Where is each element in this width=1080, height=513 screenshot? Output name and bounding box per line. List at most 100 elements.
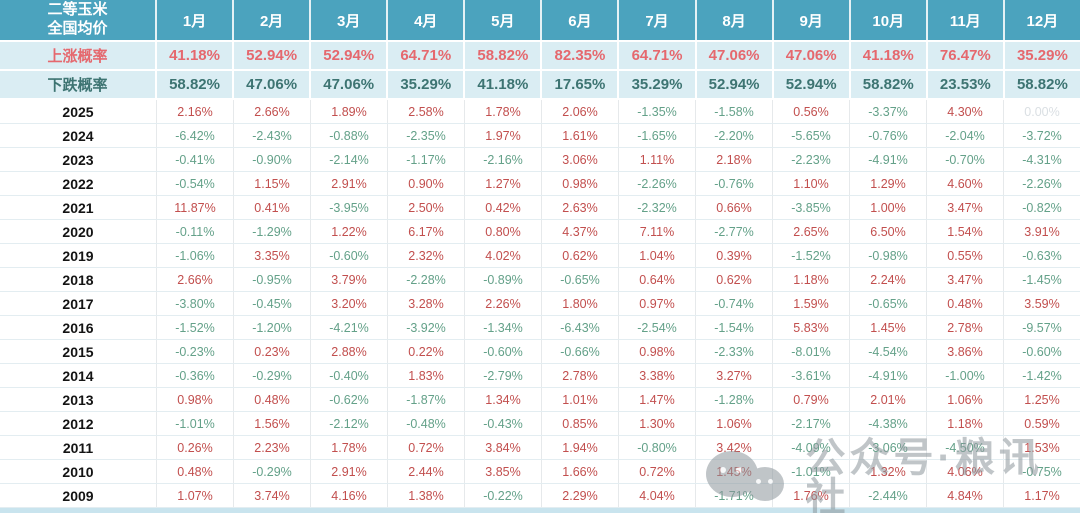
year-label: 2012 — [0, 412, 157, 435]
fall-probability-row: 下跌概率 58.82% 47.06% 47.06% 35.29% 41.18% 17.65… — [0, 71, 1080, 100]
month-change-value: 11.87% — [157, 196, 234, 219]
month-change-value: -1.71% — [696, 484, 773, 507]
month-change-value: 6.17% — [388, 220, 465, 243]
month-change-value: -3.85% — [773, 196, 850, 219]
month-change-value: -1.52% — [157, 316, 234, 339]
month-change-value: 1.25% — [1024, 392, 1060, 407]
month-change-value: 0.59% — [1024, 416, 1060, 431]
month-change-value: 1.15% — [234, 172, 311, 195]
month-change-value: -1.87% — [388, 388, 465, 411]
month-change-value: -0.45% — [234, 292, 311, 315]
month-change-value: 2.63% — [542, 196, 619, 219]
month-change-value: -0.63% — [1022, 248, 1062, 263]
month-change-value: 2.88% — [311, 340, 388, 363]
month-change-value: 3.86% — [927, 340, 1004, 363]
month-change-value: -4.91% — [850, 148, 927, 171]
month-change-value: -3.95% — [311, 196, 388, 219]
table-row: 2013 0.98% 0.48% -0.62% -1.87% 1.34% 1.01% 1.47… — [0, 388, 1080, 412]
month-change-value: -0.65% — [850, 292, 927, 315]
month-change-value: -1.54% — [696, 316, 773, 339]
month-change-value: -3.92% — [388, 316, 465, 339]
month-change-value: -1.35% — [619, 100, 696, 123]
month-change-value: 0.23% — [234, 340, 311, 363]
year-label: 2011 — [0, 436, 157, 459]
month-change-value: 3.59% — [1024, 296, 1060, 311]
rise-probability-value: 82.35% — [542, 42, 620, 69]
rise-probability-value: 52.94% — [234, 42, 312, 69]
table-row: 2018 2.66% -0.95% 3.79% -2.28% -0.89% -0.65% 0.… — [0, 268, 1080, 292]
month-change-value: -0.70% — [927, 148, 1004, 171]
month-change-value: -8.01% — [773, 340, 850, 363]
month-change-value: -0.54% — [157, 172, 234, 195]
month-change-value: 0.80% — [465, 220, 542, 243]
month-change-value: -0.76% — [696, 172, 773, 195]
month-change-value: 1.78% — [465, 100, 542, 123]
month-change-value: 1.66% — [542, 460, 619, 483]
fall-probability-value: 23.53% — [928, 71, 1005, 98]
month-change-value: 2.78% — [927, 316, 1004, 339]
month-change-value: 3.28% — [388, 292, 465, 315]
month-header: 7月 — [619, 0, 697, 40]
month-change-value: 4.37% — [542, 220, 619, 243]
month-change-value: 1.18% — [773, 268, 850, 291]
table-row: 2025 2.16% 2.66% 1.89% 2.58% 1.78% 2.06% -1.35%… — [0, 100, 1080, 124]
table-row: 2020 -0.11% -1.29% 1.22% 6.17% 0.80% 4.37% 7.11… — [0, 220, 1080, 244]
month-change-value: 0.85% — [542, 412, 619, 435]
month-change-value: 2.23% — [234, 436, 311, 459]
year-label: 2010 — [0, 460, 157, 483]
month-change-value: -4.21% — [311, 316, 388, 339]
year-label: 2019 — [0, 244, 157, 267]
fall-probability-value: 35.29% — [619, 71, 697, 98]
month-change-value: 1.97% — [465, 124, 542, 147]
month-change-value: 0.72% — [388, 436, 465, 459]
month-change-value: -4.54% — [850, 340, 927, 363]
month-change-value: 2.18% — [696, 148, 773, 171]
month-change-value: -3.80% — [157, 292, 234, 315]
month-change-value: 0.62% — [542, 244, 619, 267]
table-title-line2: 全国均价 — [47, 20, 108, 37]
month-change-value: 0.90% — [388, 172, 465, 195]
month-header: 8月 — [697, 0, 774, 40]
month-change-value: 1.30% — [619, 412, 696, 435]
rise-probability-label: 上涨概率 — [0, 42, 157, 69]
month-header: 10月 — [851, 0, 928, 40]
month-change-value: 1.34% — [465, 388, 542, 411]
month-change-value: 6.50% — [850, 220, 927, 243]
month-change-value: 0.72% — [619, 460, 696, 483]
month-change-value: 1.53% — [1024, 440, 1060, 455]
month-change-value: -2.20% — [696, 124, 773, 147]
month-change-value: -6.42% — [157, 124, 234, 147]
month-change-value: 2.58% — [388, 100, 465, 123]
fall-probability-value: 35.29% — [388, 71, 466, 98]
month-change-value: 1.06% — [696, 412, 773, 435]
month-change-value: 1.22% — [311, 220, 388, 243]
month-change-value: 1.56% — [234, 412, 311, 435]
month-change-value: 3.20% — [311, 292, 388, 315]
fall-probability-value: 52.94% — [697, 71, 774, 98]
month-change-value: -2.26% — [619, 172, 696, 195]
month-change-value: -0.22% — [465, 484, 542, 507]
month-change-value: -2.28% — [388, 268, 465, 291]
month-change-value: 1.94% — [542, 436, 619, 459]
month-change-value: 1.29% — [850, 172, 927, 195]
month-change-value: 0.98% — [157, 388, 234, 411]
table-row: 2016 -1.52% -1.20% -4.21% -3.92% -1.34% -6.43%… — [0, 316, 1080, 340]
month-change-value: 0.97% — [619, 292, 696, 315]
fall-probability-value: 58.82% — [851, 71, 928, 98]
month-change-value: -0.11% — [157, 220, 234, 243]
month-change-value: -0.89% — [465, 268, 542, 291]
month-change-value: -2.14% — [311, 148, 388, 171]
month-change-value: -0.90% — [234, 148, 311, 171]
month-change-value: 0.56% — [773, 100, 850, 123]
month-change-value: -5.65% — [773, 124, 850, 147]
month-change-value: 4.04% — [619, 484, 696, 507]
month-change-value: -2.16% — [465, 148, 542, 171]
month-change-value: -4.50% — [927, 436, 1004, 459]
month-change-value: -1.00% — [927, 364, 1004, 387]
rise-probability-value: 47.06% — [697, 42, 774, 69]
rise-probability-value: 41.18% — [157, 42, 235, 69]
year-label: 2017 — [0, 292, 157, 315]
fall-probability-value: 47.06% — [311, 71, 389, 98]
